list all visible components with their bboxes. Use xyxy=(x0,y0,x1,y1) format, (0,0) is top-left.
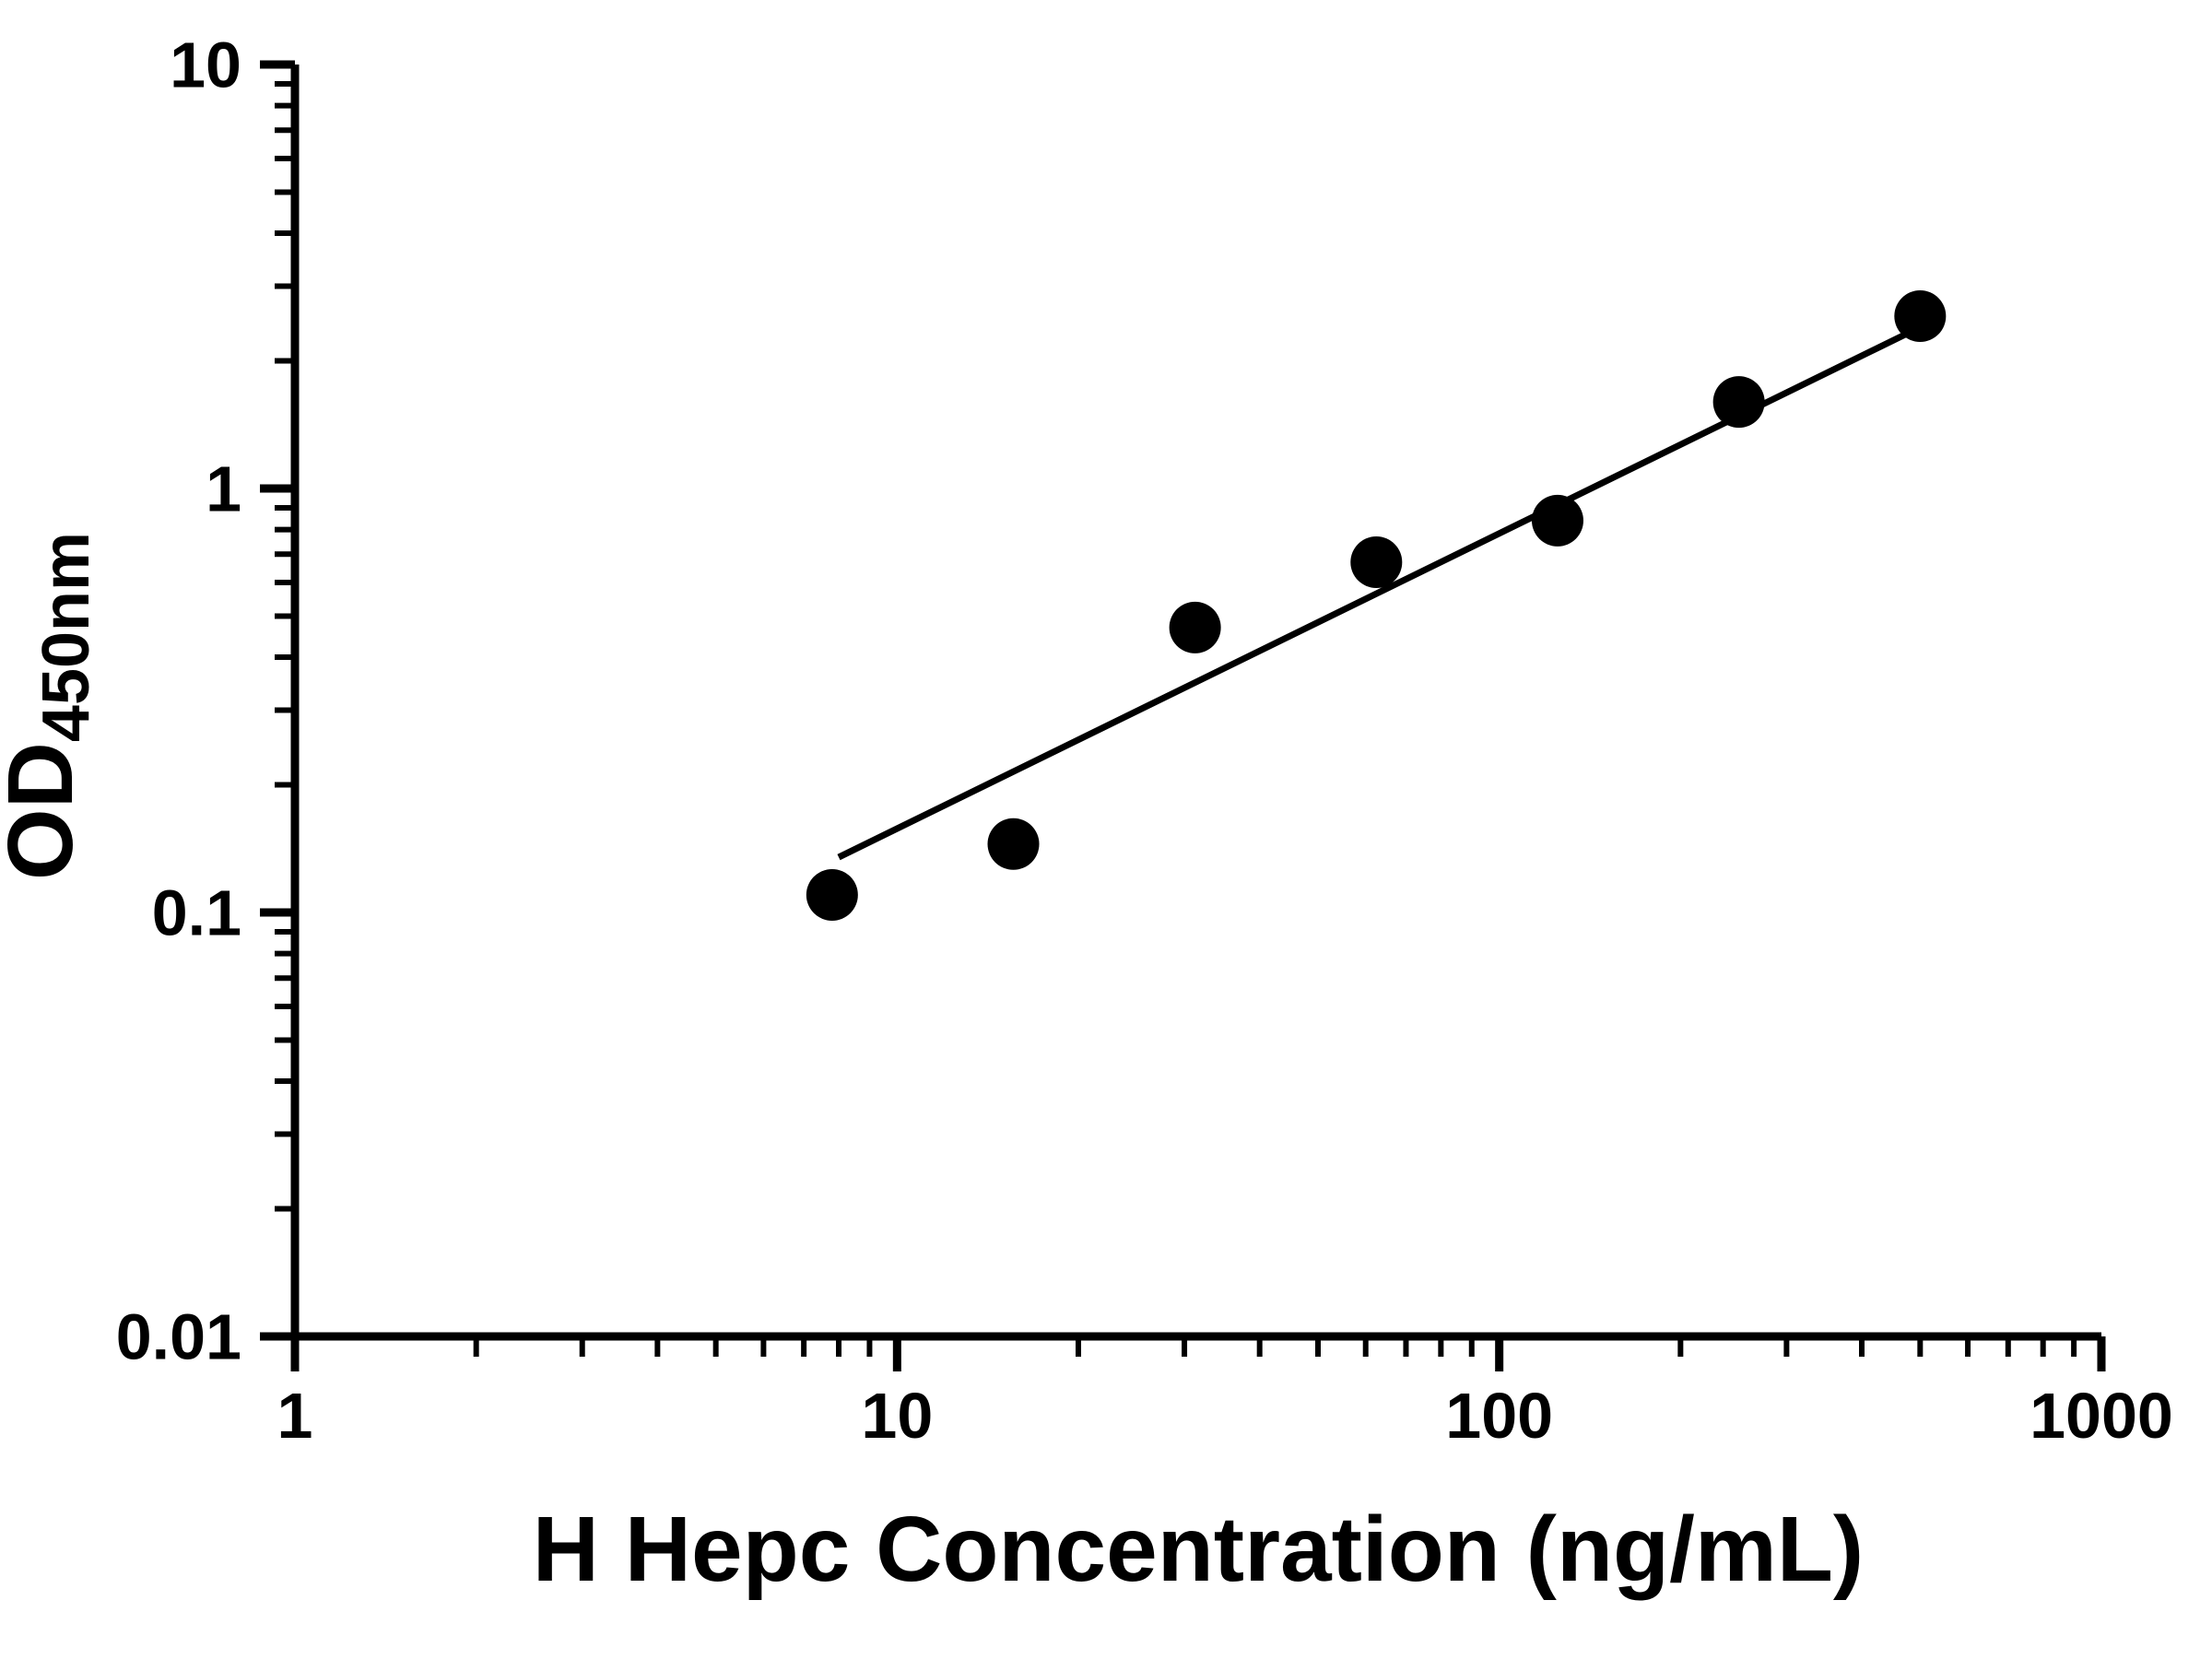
y-tick-label: 0.1 xyxy=(152,877,241,949)
y-axis-title-main: OD xyxy=(0,742,92,880)
x-tick-label: 1 xyxy=(277,1380,313,1452)
y-tick-label: 1 xyxy=(206,453,241,525)
data-point xyxy=(1350,536,1403,589)
data-point xyxy=(987,818,1040,870)
data-point xyxy=(1531,494,1583,547)
trend-line xyxy=(837,312,1945,861)
data-point xyxy=(1169,601,1221,653)
y-tick-label: 0.01 xyxy=(116,1301,241,1373)
y-axis-title: OD450nm xyxy=(0,532,103,880)
data-point xyxy=(1712,376,1765,429)
data-point xyxy=(1894,289,1947,342)
x-tick-label: 10 xyxy=(861,1380,933,1452)
x-tick-label: 1000 xyxy=(2030,1380,2173,1452)
y-tick-label: 10 xyxy=(170,29,241,101)
data-point xyxy=(806,868,858,921)
plot-area: 1 10 100 1000 0.01 0.1 1 10 xyxy=(116,29,2173,1453)
x-axis-title: H Hepc Concentration (ng/mL) xyxy=(533,1498,1864,1601)
x-tick-label: 100 xyxy=(1445,1380,1553,1452)
y-axis-title-subscript: 450nm xyxy=(29,532,103,742)
